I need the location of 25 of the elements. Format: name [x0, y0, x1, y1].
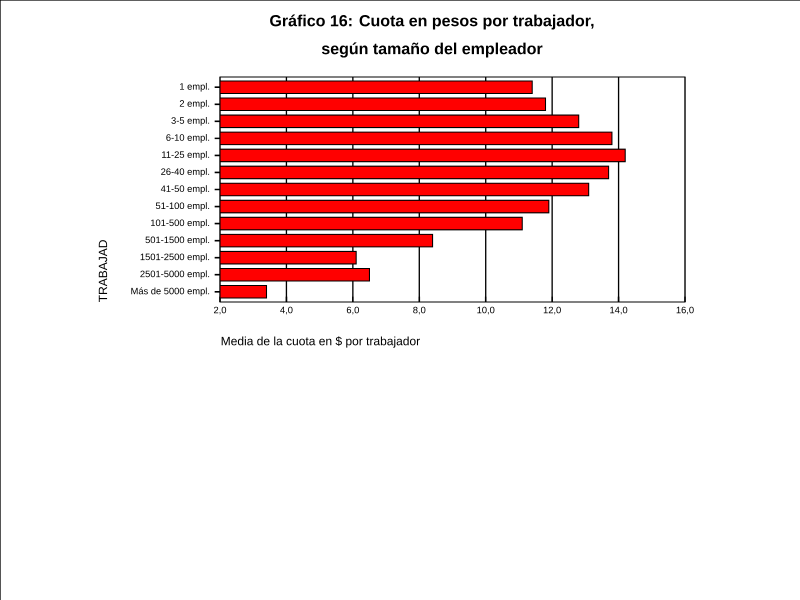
x-tick-label: 2,0 — [214, 306, 226, 314]
chart-title: Gráfico 16: Cuota en pesos por trabajador, — [270, 14, 594, 30]
x-tick-label: 12,0 — [544, 306, 561, 314]
x-tick-label: 14,0 — [610, 306, 628, 314]
x-tick-label: 8,0 — [413, 306, 426, 314]
y-axis-title: TRABAJAD — [98, 240, 108, 302]
y-tick-label: 101-500 empl. — [151, 219, 210, 228]
y-tick-label: 6-10 empl. — [166, 134, 210, 143]
y-tick-label: 26-40 empl. — [161, 168, 210, 177]
y-tick-label: 11-25 empl. — [162, 151, 210, 160]
y-tick-label: Más de 5000 empl. — [131, 287, 210, 296]
y-tick-label: 41-50 empl. — [160, 185, 210, 194]
y-tick-label: 2 empl. — [180, 100, 210, 109]
x-axis-title: Media de la cuota en $ por trabajador — [222, 336, 420, 348]
y-tick-label: 1501-2500 empl. — [140, 253, 210, 262]
y-tick-label: 51-100 empl. — [156, 202, 210, 211]
x-tick-label: 16,0 — [676, 306, 694, 314]
chart-subtitle: según tamaño del empleador — [322, 42, 542, 58]
x-tick-label: 6,0 — [346, 306, 359, 314]
y-tick-label: 3-5 empl. — [171, 116, 210, 126]
y-tick-label: 1 empl. — [180, 82, 210, 92]
y-tick-label: 2501-5000 empl. — [140, 270, 210, 280]
y-tick-label: 501-1500 empl. — [145, 236, 210, 245]
x-tick-label: 4,0 — [280, 306, 293, 314]
x-tick-label: 10,0 — [477, 306, 494, 314]
